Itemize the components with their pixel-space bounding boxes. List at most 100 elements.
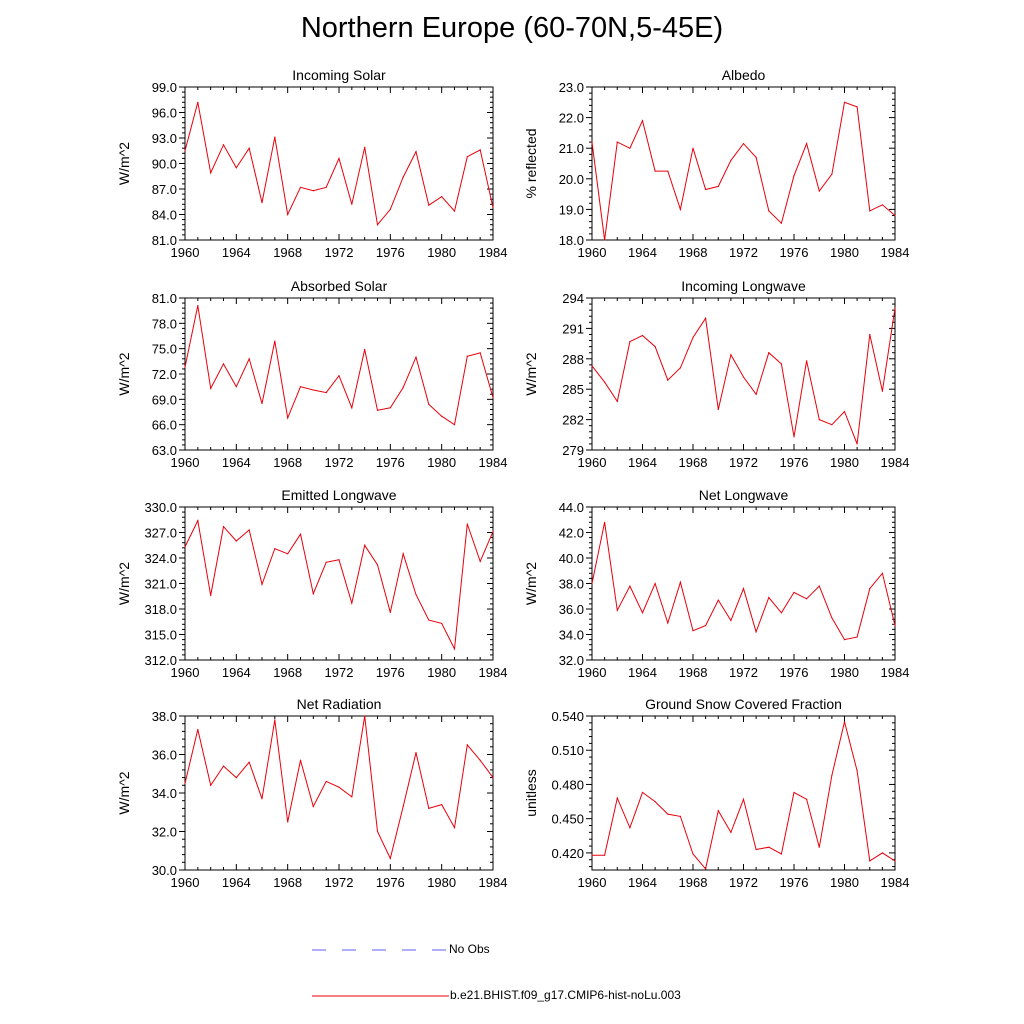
data-point bbox=[755, 393, 757, 395]
x-tick-label: 1984 bbox=[881, 245, 910, 260]
chart-panel-5: 1960 1964 1968 1972 1976 1980 1984 312.0 315.0 31… bbox=[116, 487, 507, 680]
data-point bbox=[441, 622, 443, 625]
y-tick-label: 282 bbox=[562, 413, 584, 428]
y-tick-label: 327.0 bbox=[144, 526, 177, 541]
series-line bbox=[591, 522, 896, 641]
data-point bbox=[793, 791, 795, 794]
series-line bbox=[184, 518, 494, 651]
y-tick-label: 84.0 bbox=[152, 208, 177, 223]
plot-frame bbox=[591, 86, 896, 241]
y-tick-label: 22.0 bbox=[559, 111, 584, 126]
data-point bbox=[654, 346, 656, 348]
y-axis-label: W/m^2 bbox=[523, 562, 539, 605]
data-point bbox=[641, 334, 644, 337]
x-tick-label: 1964 bbox=[628, 245, 657, 260]
y-tick-label: 21.0 bbox=[559, 141, 584, 156]
data-point bbox=[831, 774, 833, 776]
data-point bbox=[235, 540, 237, 542]
y-axis-label: W/m^2 bbox=[116, 562, 132, 605]
data-point bbox=[453, 648, 456, 650]
data-point bbox=[705, 317, 707, 319]
data-point bbox=[869, 588, 871, 590]
data-point bbox=[222, 525, 225, 528]
x-tick-label: 1972 bbox=[729, 455, 758, 470]
y-tick-label: 66.0 bbox=[152, 418, 177, 433]
data-point bbox=[604, 854, 606, 856]
data-point bbox=[274, 719, 276, 721]
data-point bbox=[667, 379, 669, 381]
chart-panel-1: 1960 1964 1968 1972 1976 1980 1984 81.0 84.0 87.0… bbox=[116, 67, 507, 260]
data-point bbox=[402, 176, 404, 178]
data-point bbox=[364, 715, 366, 717]
data-point bbox=[856, 770, 858, 772]
data-point bbox=[210, 784, 212, 786]
x-tick-label: 1976 bbox=[376, 665, 405, 680]
data-point bbox=[325, 391, 327, 394]
data-point bbox=[415, 751, 417, 754]
data-point bbox=[591, 854, 593, 856]
panel-title: Net Longwave bbox=[699, 487, 789, 503]
y-tick-label: 42.0 bbox=[559, 526, 584, 541]
data-point bbox=[667, 622, 669, 624]
x-tick-label: 1976 bbox=[780, 665, 809, 680]
data-point bbox=[261, 583, 263, 585]
y-tick-label: 78.0 bbox=[152, 316, 177, 331]
x-tick-label: 1980 bbox=[427, 245, 456, 260]
data-point bbox=[667, 170, 669, 172]
data-point bbox=[389, 208, 391, 210]
data-point bbox=[654, 582, 656, 585]
x-tick-label: 1984 bbox=[881, 455, 910, 470]
data-point bbox=[338, 157, 340, 159]
data-point bbox=[299, 533, 302, 535]
data-point bbox=[818, 846, 820, 848]
data-point bbox=[492, 397, 494, 399]
y-tick-label: 285 bbox=[562, 382, 584, 397]
data-point bbox=[364, 146, 366, 148]
data-point bbox=[843, 101, 846, 103]
data-point bbox=[629, 827, 631, 829]
chart-panel-8: 1960 1964 1968 1972 1976 1980 1984 0.420 0.450 0.… bbox=[523, 696, 909, 890]
data-point bbox=[831, 173, 833, 175]
data-point bbox=[248, 147, 250, 149]
x-tick-label: 1968 bbox=[273, 455, 302, 470]
plot-frame bbox=[184, 297, 494, 451]
data-point bbox=[428, 204, 430, 206]
y-tick-label: 40.0 bbox=[559, 551, 584, 566]
y-tick-label: 291 bbox=[562, 321, 584, 336]
data-point bbox=[197, 101, 199, 103]
data-point bbox=[818, 190, 820, 192]
data-point bbox=[894, 214, 896, 217]
chart-panel-6: 1960 1964 1968 1972 1976 1980 1984 32.0 34.0 36.0… bbox=[523, 487, 909, 680]
data-point bbox=[479, 759, 481, 761]
data-point bbox=[299, 759, 302, 761]
data-point bbox=[641, 120, 644, 122]
data-point bbox=[894, 624, 896, 627]
data-point bbox=[184, 782, 186, 784]
data-point bbox=[351, 407, 353, 409]
plot-frame bbox=[591, 297, 896, 451]
data-point bbox=[389, 407, 391, 409]
data-point bbox=[222, 144, 225, 146]
data-point bbox=[364, 544, 366, 546]
x-tick-label: 1960 bbox=[578, 875, 607, 890]
data-point bbox=[428, 619, 430, 621]
x-tick-label: 1972 bbox=[729, 665, 758, 680]
data-point bbox=[831, 617, 833, 619]
y-tick-label: 93.0 bbox=[152, 131, 177, 146]
data-point bbox=[616, 141, 618, 143]
x-tick-label: 1980 bbox=[830, 455, 859, 470]
y-tick-label: 87.0 bbox=[152, 182, 177, 197]
data-point bbox=[325, 780, 327, 783]
data-point bbox=[441, 196, 443, 198]
data-point bbox=[679, 815, 681, 817]
y-tick-label: 0.420 bbox=[551, 846, 584, 861]
x-tick-label: 1976 bbox=[376, 455, 405, 470]
panel-title: Net Radiation bbox=[297, 696, 382, 712]
data-point bbox=[604, 381, 606, 383]
data-point bbox=[692, 336, 694, 339]
data-point bbox=[894, 307, 896, 309]
plot-frame bbox=[591, 506, 896, 661]
data-point bbox=[248, 358, 250, 360]
data-point bbox=[717, 599, 719, 601]
x-tick-label: 1972 bbox=[325, 875, 354, 890]
